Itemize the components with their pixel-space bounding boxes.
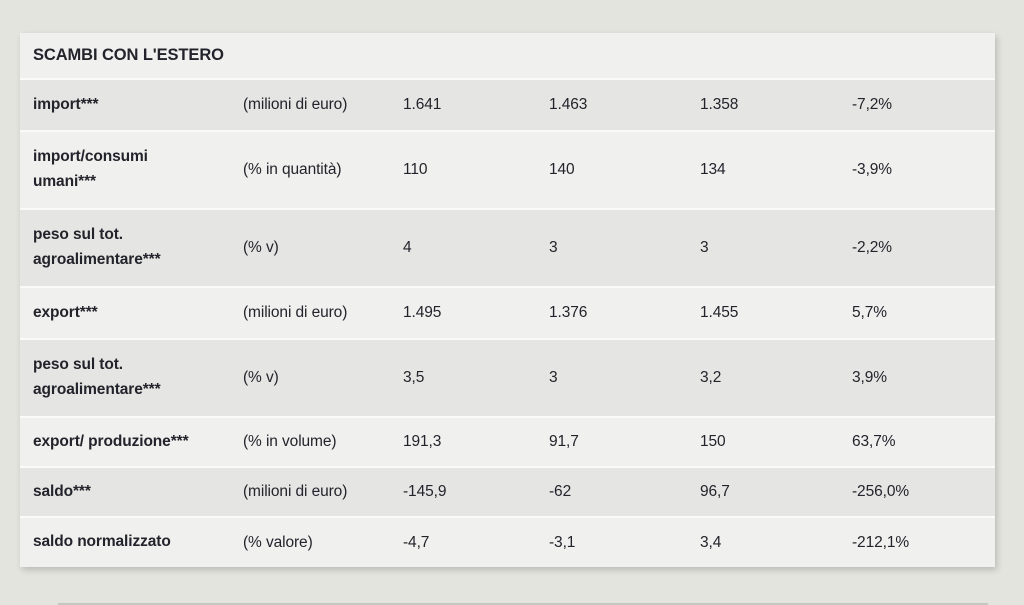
row-label: import/consumi umani***: [33, 148, 148, 190]
value-cell: -7,2%: [852, 78, 996, 131]
value-cell: 3,5: [403, 338, 549, 417]
table-title: SCAMBI CON L'ESTERO: [20, 33, 996, 79]
clipped-bottom-element-edge: [58, 603, 988, 605]
value-cell: 191,3: [403, 416, 549, 467]
value-cell: 63,7%: [852, 416, 996, 467]
value-cell: -4,7: [403, 516, 549, 567]
table-row: peso sul tot. agroalimentare*** (% v) 4 …: [20, 208, 996, 287]
value-cell: 1.455: [700, 286, 852, 339]
value-cell: -212,1%: [852, 516, 996, 567]
table-row: export/ produzione*** (% in volume) 191,…: [20, 416, 996, 467]
value-cell: 96,7: [700, 466, 852, 517]
row-unit: (% in volume): [243, 416, 403, 467]
value-cell: 140: [549, 130, 700, 209]
value-cell: 91,7: [549, 416, 700, 467]
value-cell: 3: [549, 208, 700, 287]
table-row: saldo*** (milioni di euro) -145,9 -62 96…: [20, 466, 996, 517]
table-title-row: SCAMBI CON L'ESTERO: [20, 33, 996, 79]
row-unit: (% valore): [243, 516, 403, 567]
row-label: peso sul tot. agroalimentare***: [33, 356, 161, 398]
row-unit: (milioni di euro): [243, 78, 403, 131]
row-label: export***: [33, 303, 98, 321]
row-label: saldo***: [33, 482, 91, 500]
value-cell: 1.641: [403, 78, 549, 131]
table-row: peso sul tot. agroalimentare*** (% v) 3,…: [20, 338, 996, 417]
foreign-trade-table-panel: SCAMBI CON L'ESTERO import*** (milioni d…: [20, 33, 996, 567]
value-cell: -62: [549, 466, 700, 517]
row-unit: (milioni di euro): [243, 466, 403, 517]
value-cell: 3: [700, 208, 852, 287]
value-cell: -3,9%: [852, 130, 996, 209]
table-row: saldo normalizzato (% valore) -4,7 -3,1 …: [20, 516, 996, 567]
value-cell: 3,9%: [852, 338, 996, 417]
value-cell: 134: [700, 130, 852, 209]
row-label: export/ produzione***: [33, 432, 189, 450]
table-row: import/consumi umani*** (% in quantità) …: [20, 130, 996, 209]
value-cell: -2,2%: [852, 208, 996, 287]
row-label: import***: [33, 95, 99, 113]
row-label: peso sul tot. agroalimentare***: [33, 226, 161, 268]
value-cell: 3,4: [700, 516, 852, 567]
value-cell: 1.358: [700, 78, 852, 131]
value-cell: 150: [700, 416, 852, 467]
value-cell: -256,0%: [852, 466, 996, 517]
row-unit: (% in quantità): [243, 130, 403, 209]
row-unit: (% v): [243, 208, 403, 287]
row-unit: (% v): [243, 338, 403, 417]
row-label: saldo normalizzato: [33, 533, 171, 551]
table-row: import*** (milioni di euro) 1.641 1.463 …: [20, 78, 996, 131]
value-cell: 1.463: [549, 78, 700, 131]
value-cell: -145,9: [403, 466, 549, 517]
value-cell: 3: [549, 338, 700, 417]
table-row: export*** (milioni di euro) 1.495 1.376 …: [20, 286, 996, 339]
value-cell: 3,2: [700, 338, 852, 417]
value-cell: -3,1: [549, 516, 700, 567]
value-cell: 5,7%: [852, 286, 996, 339]
row-unit: (milioni di euro): [243, 286, 403, 339]
value-cell: 1.495: [403, 286, 549, 339]
value-cell: 1.376: [549, 286, 700, 339]
value-cell: 110: [403, 130, 549, 209]
foreign-trade-table: SCAMBI CON L'ESTERO import*** (milioni d…: [20, 33, 996, 567]
value-cell: 4: [403, 208, 549, 287]
